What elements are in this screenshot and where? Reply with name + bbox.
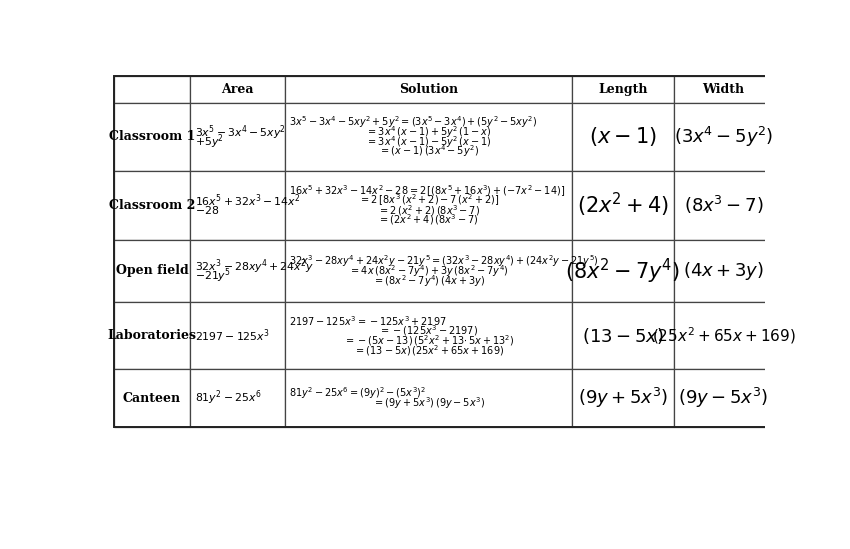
Text: $=-(125x^3 - 2197)$: $=-(125x^3 - 2197)$	[379, 323, 479, 338]
Text: Area: Area	[221, 83, 254, 96]
Text: $(8x^3 - 7)$: $(8x^3 - 7)$	[683, 194, 763, 216]
Bar	[114, 171, 190, 239]
Bar	[114, 76, 773, 427]
Bar	[674, 103, 773, 171]
Text: $=3x^4\,(x - 1) - 5y^2\,(x - 1)$: $=3x^4\,(x - 1) - 5y^2\,(x - 1)$	[366, 134, 491, 150]
Text: $=3x^4\,(x - 1) + 5y^2\,(1 - x)$: $=3x^4\,(x - 1) + 5y^2\,(1 - x)$	[366, 124, 491, 140]
Text: $=2\,[8x^3\,(x^2 + 2) - 7\,(x^2 + 2)]$: $=2\,[8x^3\,(x^2 + 2) - 7\,(x^2 + 2)]$	[359, 193, 499, 208]
Bar	[286, 171, 572, 239]
Bar	[190, 103, 286, 171]
Bar	[572, 239, 674, 302]
Text: $16x^5+32x^3-14x^2$: $16x^5+32x^3-14x^2$	[196, 193, 300, 209]
Text: $- 28$: $- 28$	[196, 204, 219, 216]
Bar	[190, 239, 286, 302]
Bar	[674, 171, 773, 239]
Bar	[286, 369, 572, 427]
Bar	[114, 369, 190, 427]
Text: $=4x\,(8x^2 - 7y^4) + 3y\,(8x^2 - 7y^4)$: $=4x\,(8x^2 - 7y^4) + 3y\,(8x^2 - 7y^4)$	[348, 263, 508, 279]
Text: $3x^5-3x^4 - 5xy^2$: $3x^5-3x^4 - 5xy^2$	[196, 123, 286, 142]
Text: $=(8x^2 - 7y^4)\,(4x + 3y)$: $=(8x^2 - 7y^4)\,(4x + 3y)$	[372, 273, 484, 289]
Bar	[572, 171, 674, 239]
Bar	[286, 239, 572, 302]
Text: $16x^5 + 32x^3 - 14x^2 - 28=2\,[(8x^5 + 16x^3) + (-7x^2 - 14)]$: $16x^5 + 32x^3 - 14x^2 - 28=2\,[(8x^5 + …	[289, 183, 564, 199]
Bar	[286, 302, 572, 369]
Text: Laboratories: Laboratories	[108, 329, 196, 342]
Text: $32x^3-28xy^4+24x^2y$: $32x^3-28xy^4+24x^2y$	[196, 257, 314, 276]
Text: Classroom 1: Classroom 1	[109, 131, 196, 143]
Bar	[114, 239, 190, 302]
Text: $+ 5y^2$: $+ 5y^2$	[196, 132, 224, 150]
Bar	[572, 369, 674, 427]
Bar	[572, 302, 674, 369]
Bar	[190, 302, 286, 369]
Text: Canteen: Canteen	[123, 391, 181, 405]
Text: $(x - 1)$: $(x - 1)$	[589, 125, 657, 148]
Bar	[674, 302, 773, 369]
Text: $(4x + 3y)$: $(4x + 3y)$	[683, 260, 764, 282]
Text: $(9y - 5x^3)$: $(9y - 5x^3)$	[678, 386, 768, 410]
Text: Length: Length	[598, 83, 648, 96]
Bar	[114, 103, 190, 171]
Text: $3x^5 - 3x^4 - 5xy^2 + 5y^2 = (3x^5 - 3x^4) + (5y^2 - 5xy^2)$: $3x^5 - 3x^4 - 5xy^2 + 5y^2 = (3x^5 - 3x…	[289, 114, 537, 130]
Bar	[674, 76, 773, 103]
Text: $(8x^2 - 7y^4)$: $(8x^2 - 7y^4)$	[565, 256, 681, 285]
Bar	[190, 171, 286, 239]
Text: $2197 - 125x^3$: $2197 - 125x^3$	[196, 327, 270, 344]
Text: $81y^2-25x^6$: $81y^2-25x^6$	[196, 389, 262, 407]
Text: Classroom 2: Classroom 2	[109, 199, 196, 212]
Bar	[114, 302, 190, 369]
Text: $- 21y^5$: $- 21y^5$	[196, 266, 231, 284]
Text: $81y^2 - 25x^6=(9y)^2 - (5x^3)^2$: $81y^2 - 25x^6=(9y)^2 - (5x^3)^2$	[289, 385, 426, 401]
Text: $(9y + 5x^3)$: $(9y + 5x^3)$	[578, 386, 668, 410]
Text: $=(13 - 5x)\,(25x^2 + 65x + 169)$: $=(13 - 5x)\,(25x^2 + 65x + 169)$	[354, 343, 504, 357]
Text: $32x^3 - 28xy^4 + 24x^2y - 21y^5=(32x^3 - 28xy^4) + (24x^2y - 21y^5)$: $32x^3 - 28xy^4 + 24x^2y - 21y^5=(32x^3 …	[289, 253, 598, 269]
Bar	[286, 76, 572, 103]
Bar	[286, 103, 572, 171]
Text: $=-(5x - 13)\,(5^2x^2 + 13{\cdot}\,5x + 13^2)$: $=-(5x - 13)\,(5^2x^2 + 13{\cdot}\,5x + …	[343, 333, 513, 348]
Bar	[572, 76, 674, 103]
Text: $(3x^4 - 5y^2)$: $(3x^4 - 5y^2)$	[674, 125, 774, 149]
Bar	[674, 239, 773, 302]
Bar	[674, 369, 773, 427]
Text: $=(2x^2 + 4)\,(8x^3 - 7)$: $=(2x^2 + 4)\,(8x^3 - 7)$	[378, 212, 479, 227]
Text: $(2x^2 + 4)$: $(2x^2 + 4)$	[577, 191, 669, 220]
Text: Open field: Open field	[116, 265, 189, 277]
Bar	[114, 76, 190, 103]
Text: $=(x - 1)\,(3x^4 - 5y^2)$: $=(x - 1)\,(3x^4 - 5y^2)$	[379, 144, 479, 159]
Text: $=(9y + 5x^3)\,(9y - 5x^3)$: $=(9y + 5x^3)\,(9y - 5x^3)$	[372, 395, 484, 411]
Text: Width: Width	[702, 83, 745, 96]
Text: $(25x^2 + 65x + 169)$: $(25x^2 + 65x + 169)$	[652, 325, 796, 346]
Bar	[190, 76, 286, 103]
Text: $2197 - 125x^3=-125x^3 + 2197$: $2197 - 125x^3=-125x^3 + 2197$	[289, 314, 446, 328]
Text: Solution: Solution	[400, 83, 458, 96]
Bar	[572, 103, 674, 171]
Text: $(13 - 5x)$: $(13 - 5x)$	[582, 326, 664, 345]
Bar	[190, 369, 286, 427]
Text: $=2\,(x^2 + 2)\,(8x^3 - 7)$: $=2\,(x^2 + 2)\,(8x^3 - 7)$	[377, 203, 479, 217]
